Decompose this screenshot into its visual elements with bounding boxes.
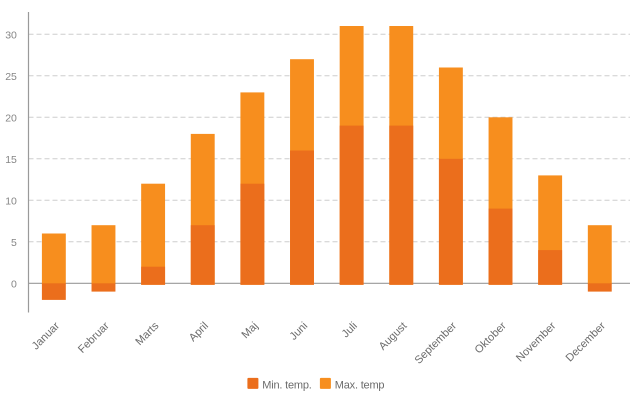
svg-text:10: 10 — [5, 196, 17, 208]
svg-text:Max. temp: Max. temp — [335, 379, 385, 391]
svg-text:25: 25 — [5, 71, 17, 83]
svg-text:20: 20 — [5, 113, 17, 125]
svg-text:5: 5 — [11, 237, 17, 249]
svg-text:0: 0 — [11, 279, 17, 291]
svg-text:15: 15 — [5, 154, 17, 166]
svg-text:Min. temp.: Min. temp. — [262, 379, 311, 391]
svg-text:30: 30 — [5, 30, 17, 42]
